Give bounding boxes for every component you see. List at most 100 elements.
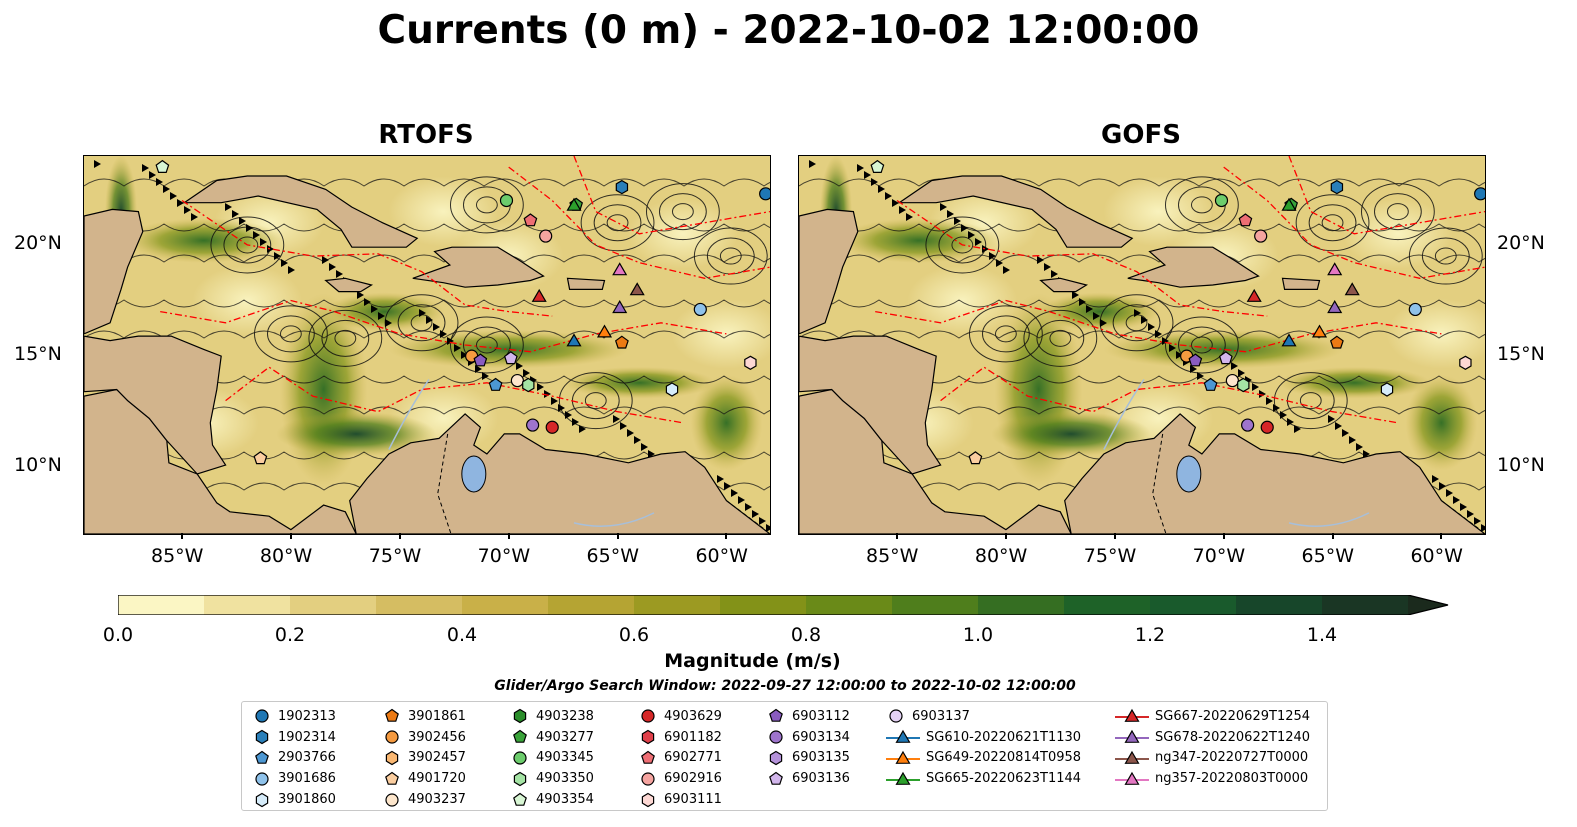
legend-item: 3902457 xyxy=(382,748,466,769)
colorbar-gradient xyxy=(117,594,1449,616)
platform-marker-6903136 xyxy=(1218,351,1233,365)
legend-item: 6901182 xyxy=(638,727,722,748)
platform-marker-3901686 xyxy=(693,302,707,317)
legend-marker-icon xyxy=(769,771,783,785)
legend-label: 6903112 xyxy=(792,708,850,724)
legend-item: ng347-20220727T0000 xyxy=(1115,748,1310,769)
colorbar-segment xyxy=(290,595,377,615)
lon-tick-mark xyxy=(1222,533,1225,539)
platform-marker-6903111 xyxy=(1459,355,1472,370)
lat-tick-label-right: 20°N xyxy=(1497,231,1545,254)
legend-item: 3901860 xyxy=(252,789,336,810)
colorbar-tick-label: 1.2 xyxy=(1134,624,1166,646)
platform-marker-4903345 xyxy=(499,193,514,208)
legend-label: 3901861 xyxy=(408,708,466,724)
platform-marker-ng357-20220803T0000 xyxy=(1327,262,1343,276)
legend-label: 3902457 xyxy=(408,750,466,766)
lon-tick-label: 85°W xyxy=(866,545,919,567)
legend-marker-icon xyxy=(385,792,399,807)
lon-tick-mark xyxy=(896,533,898,539)
platform-marker-4903237 xyxy=(1225,373,1239,388)
legend-label: 3901860 xyxy=(278,792,336,808)
panel-title-gofs: GOFS xyxy=(1101,120,1181,150)
legend-marker-icon xyxy=(513,709,527,724)
legend-item: 6903112 xyxy=(766,706,850,727)
legend-item: SG665-20220623T1144 xyxy=(886,768,1081,789)
legend-marker-icon xyxy=(641,750,655,764)
lon-tick-mark xyxy=(289,533,292,539)
legend-item: 6903135 xyxy=(766,748,850,769)
legend-item: 4903629 xyxy=(638,706,722,727)
platform-marker-1902314 xyxy=(1330,179,1344,195)
legend-label: 4903350 xyxy=(536,771,594,787)
colorbar-tick-label: 0.0 xyxy=(102,624,134,646)
colorbar-segment xyxy=(1322,595,1409,615)
platform-marker-6902771 xyxy=(1238,213,1253,227)
platform-marker-6903134 xyxy=(526,418,540,432)
colorbar-segment xyxy=(376,595,463,615)
figure-title: Currents (0 m) - 2022-10-02 12:00:00 xyxy=(377,8,1200,53)
lon-tick-label: 70°W xyxy=(477,545,531,567)
lon-tick-label: 70°W xyxy=(1192,545,1246,567)
legend-item: 4903354 xyxy=(510,789,594,810)
platform-marker-SG610-20220621T1130 xyxy=(1281,333,1297,347)
colorbar-segment xyxy=(892,595,979,615)
legend-marker-icon xyxy=(513,771,527,786)
legend-marker-icon xyxy=(255,729,269,745)
platform-marker-6903134 xyxy=(1241,418,1255,432)
lon-tick-mark xyxy=(507,533,510,539)
legend-label: SG649-20220814T0958 xyxy=(926,750,1082,766)
legend-item: 6903136 xyxy=(766,768,850,789)
lon-tick-label: 75°W xyxy=(368,545,422,567)
legend-item: SG610-20220621T1130 xyxy=(886,727,1081,748)
lon-tick-mark xyxy=(1331,533,1334,539)
legend-label: SG665-20220623T1144 xyxy=(926,771,1082,787)
platform-marker-4903354 xyxy=(870,159,885,173)
lat-tick-label-right: 10°N xyxy=(1497,454,1545,477)
platform-marker-6902916 xyxy=(1254,229,1268,243)
legend-item: 4903237 xyxy=(382,789,466,810)
platform-marker-SG649-20220814T0958 xyxy=(1311,324,1328,338)
legend-label: 1902313 xyxy=(278,708,336,724)
legend-item: 4903277 xyxy=(510,727,594,748)
legend-marker-icon xyxy=(889,709,903,723)
legend-marker-icon xyxy=(513,751,527,765)
platform-marker-3901860 xyxy=(665,382,679,397)
legend-column: 4903238 4903277 4903345 4903350 4903354 xyxy=(510,706,594,810)
legend-marker-icon xyxy=(385,750,399,766)
legend-column: 6903112 6903134 6903135 6903136 xyxy=(766,706,850,789)
legend-marker-icon xyxy=(385,709,399,723)
platform-marker-3901686 xyxy=(1408,302,1422,317)
platform-marker-2903766 xyxy=(1203,377,1218,391)
legend-marker-icon xyxy=(1115,729,1149,744)
platform-marker-2903766 xyxy=(488,377,503,391)
platform-marker-4903345 xyxy=(1214,193,1229,208)
panel-title-rtofs: RTOFS xyxy=(378,120,474,150)
legend-item: 3902456 xyxy=(382,727,466,748)
lon-tick-mark xyxy=(181,533,183,539)
legend-marker-icon xyxy=(641,772,655,786)
lon-tick-mark xyxy=(1113,533,1116,539)
platform-marker-3901861 xyxy=(614,335,629,349)
legend-item: 4903350 xyxy=(510,768,594,789)
platform-marker-ng347-20220727T0000 xyxy=(629,282,645,296)
legend-label: 3902456 xyxy=(408,729,466,745)
platform-marker-SG665-20220623T1144 xyxy=(566,197,582,211)
legend-column: 4903629 6901182 6902771 6902916 6903111 xyxy=(638,706,722,810)
legend-marker-icon xyxy=(513,792,527,806)
colorbar-extend-arrow xyxy=(1408,595,1448,615)
platform-marker-6903136 xyxy=(503,351,518,365)
legend-label: SG610-20220621T1130 xyxy=(926,729,1082,745)
legend-label: ng347-20220727T0000 xyxy=(1155,750,1309,766)
colorbar-tick-label: 0.4 xyxy=(446,624,478,646)
platform-marker-1902313 xyxy=(1474,187,1485,201)
platform-marker-4903237 xyxy=(510,373,524,388)
lat-tick-label-left: 10°N xyxy=(14,454,62,477)
legend-label: 6903137 xyxy=(912,708,970,724)
legend-item: 6903134 xyxy=(766,727,850,748)
legend-item: 1902314 xyxy=(252,727,336,748)
legend-label: 4903345 xyxy=(536,750,594,766)
legend-marker-icon xyxy=(641,709,655,723)
legend-item: 3901861 xyxy=(382,706,466,727)
search-window-text: Glider/Argo Search Window: 2022-09-27 12… xyxy=(494,678,1076,694)
